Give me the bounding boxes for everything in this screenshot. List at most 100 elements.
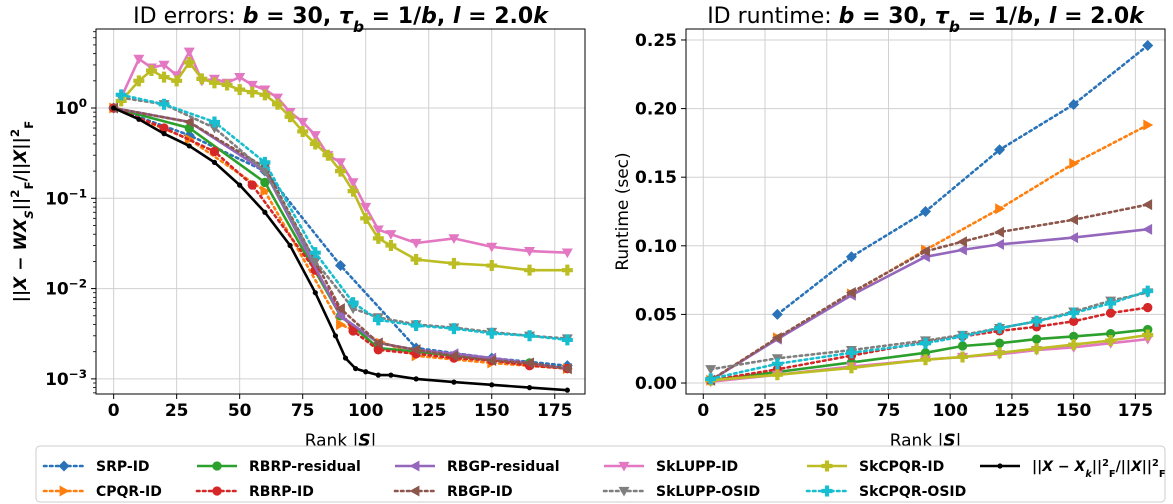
errors-y-tick-label: 10−2 [45, 277, 87, 300]
errors-point-opt [451, 379, 457, 385]
runtime-x-tick-label: 25 [753, 401, 777, 421]
errors-point-sklupp-id [335, 158, 346, 168]
runtime-point-skcpqr-osid [957, 330, 969, 342]
runtime-y-tick-label: 0.05 [635, 305, 677, 325]
errors-line-rbrp-id [112, 106, 569, 370]
runtime-point-cpqr-id [1143, 119, 1154, 131]
errors-point-rbrp-residual [260, 177, 270, 188]
runtime-point-rbrp-residual [1031, 334, 1042, 344]
errors-point-rbgp-id [372, 337, 383, 349]
errors-x-tick-label: 175 [537, 401, 573, 421]
runtime-point-rbgp-residual [957, 244, 967, 256]
errors-y-tick-label: 10−3 [45, 367, 87, 390]
runtime-x-tick-label: 0 [697, 401, 709, 421]
errors-point-opt [388, 372, 394, 378]
errors-point-rbrp-id [159, 123, 169, 133]
errors-point-sklupp-id [246, 80, 258, 91]
runtime-point-rbrp-residual [994, 338, 1005, 348]
errors-point-sklupp-id [234, 72, 246, 83]
runtime-chart: 0 25 50 75 100 125 150 175 0.00 0.05 0.10 0.15 0.20 0… [613, 4, 1166, 451]
runtime-line-skcpqr-osid [709, 289, 1149, 381]
runtime-point-rbgp-id [1142, 199, 1153, 211]
legend-marker-rbrp-residual [212, 461, 222, 471]
errors-point-opt [312, 290, 318, 296]
errors-point-rbgp-id [524, 357, 534, 369]
errors-point-rbgp-id [486, 354, 497, 366]
runtime-point-skcpqr-id [771, 369, 783, 381]
legend-label-srp-id: SRP-ID [96, 459, 150, 475]
errors-point-opt [413, 376, 419, 382]
runtime-x-tick-label: 75 [877, 401, 901, 421]
runtime-point-rbrp-id [1106, 308, 1116, 318]
errors-line-sklupp-osid [119, 96, 569, 340]
errors-point-sklupp-id [448, 234, 460, 244]
errors-x-tick-label: 50 [228, 401, 252, 421]
runtime-point-rbrp-residual [1068, 331, 1079, 342]
errors-point-skcpqr-osid [115, 89, 127, 101]
runtime-line-skcpqr-id [710, 333, 1148, 382]
legend-marker-skcpqr-id [821, 460, 833, 472]
runtime-x-tick-label: 125 [994, 401, 1030, 421]
runtime-point-skcpqr-osid [1068, 307, 1080, 319]
errors-point-opt [111, 105, 117, 111]
runtime-point-skcpqr-osid [705, 373, 717, 385]
errors-point-rbgp-residual [335, 310, 345, 322]
errors-point-skcpqr-id [322, 149, 334, 161]
errors-point-sklupp-id [309, 131, 321, 141]
errors-x-tick-label: 0 [108, 401, 120, 421]
errors-line-rbgp-residual [113, 106, 568, 370]
runtime-point-sklupp-osid [705, 365, 717, 375]
legend-marker-rbrp-id [212, 486, 222, 496]
runtime-point-rbgp-residual [1068, 232, 1079, 244]
errors-x-tick-label: 125 [411, 401, 447, 421]
errors-point-opt [262, 209, 268, 215]
runtime-point-rbrp-residual [957, 341, 968, 351]
runtime-point-rbgp-id [920, 245, 930, 257]
errors-point-rbgp-id [183, 116, 194, 128]
legend-marker-sklupp-id [618, 461, 630, 472]
errors-point-skcpqr-osid [561, 334, 573, 346]
runtime-point-srp-id [994, 144, 1006, 156]
errors-point-skcpqr-id [284, 111, 296, 123]
errors-x-tick-label: 75 [291, 401, 315, 421]
errors-line-sklupp-id [120, 48, 568, 254]
errors-point-skcpqr-id [360, 212, 372, 224]
errors-point-rbgp-id [561, 363, 572, 375]
errors-point-skcpqr-osid [372, 314, 384, 326]
errors-point-rbgp-id [410, 344, 421, 356]
runtime-series [705, 39, 1154, 388]
legend-marker-cpqr-id [59, 485, 70, 497]
legend-label-sklupp-id: SkLUPP-ID [656, 459, 738, 475]
errors-point-sklupp-id [410, 238, 422, 249]
legend-label-opt: ||X − Xk||2F/||X||2F [1032, 458, 1166, 480]
runtime-point-rbrp-residual [920, 348, 931, 358]
legend: SRP-ID CPQR-ID RBRP-residual RBRP-ID RBGP-re… [35, 445, 1166, 503]
runtime-point-skcpqr-osid [1105, 297, 1117, 309]
runtime-x-tick-label: 150 [1056, 401, 1092, 421]
runtime-title: ID runtime: b = 30, τb = 1/b, l = 2.0k [707, 4, 1145, 36]
errors-point-sklupp-id [486, 242, 498, 253]
errors-point-skcpqr-id [524, 264, 536, 276]
errors-point-skcpqr-id [234, 84, 246, 96]
legend-label-sklupp-osid: SkLUPP-OSID [656, 484, 760, 500]
errors-line-cpqr-id [112, 106, 569, 370]
errors-point-skcpqr-id [145, 65, 157, 77]
legend-marker-sklupp-osid [618, 486, 630, 497]
runtime-point-rbrp-residual [1106, 328, 1116, 339]
errors-y-tick-label: 10−1 [45, 186, 87, 209]
errors-point-opt [342, 355, 349, 361]
errors-line-opt [113, 106, 568, 392]
runtime-point-rbgp-id [994, 226, 1004, 238]
legend-label-rbrp-residual: RBRP-residual [249, 459, 361, 475]
runtime-point-skcpqr-id [957, 351, 969, 363]
errors-point-skcpqr-osid [208, 116, 220, 128]
errors-point-skcpqr-id [385, 240, 397, 252]
errors-point-opt [564, 387, 570, 393]
runtime-point-skcpqr-id [920, 354, 931, 366]
errors-point-opt [363, 369, 369, 375]
errors-point-skcpqr-osid [486, 327, 498, 339]
errors-point-skcpqr-id [208, 77, 220, 89]
runtime-line-rbrp-id [709, 306, 1149, 382]
runtime-point-skcpqr-id [994, 347, 1006, 359]
